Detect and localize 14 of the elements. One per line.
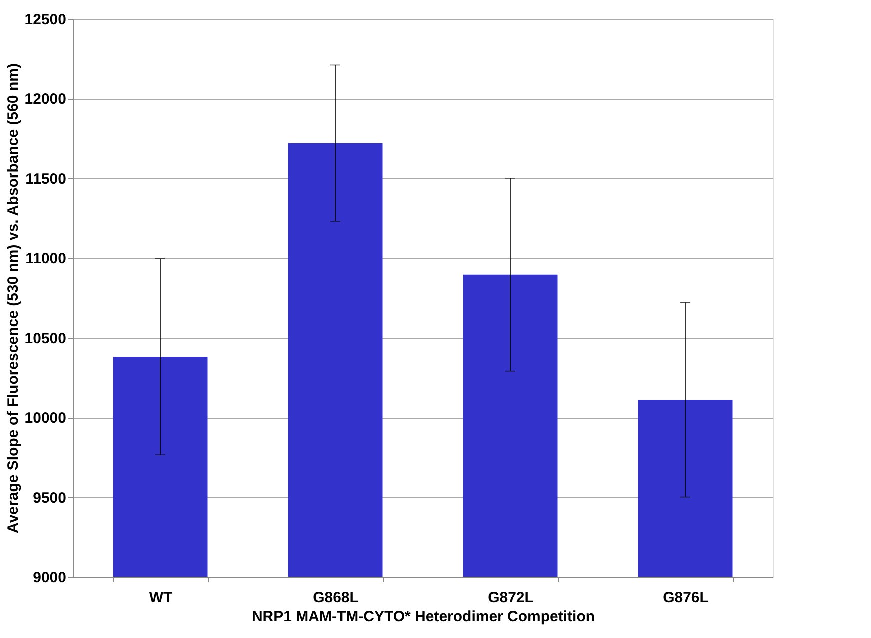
y-tick-label: 11500 [26, 170, 66, 188]
x-tick-label: G868L [313, 590, 359, 606]
y-tick-label: 10500 [24, 330, 66, 348]
x-tick-label: G876L [663, 590, 709, 606]
x-axis-title: NRP1 MAM-TM-CYTO* Heterodimer Competition [252, 608, 596, 626]
y-axis-title: Average Slope of Fluorescence (530 nm) vs. Absorbance (560 nm) [4, 64, 22, 534]
y-tick-label: 9500 [33, 490, 66, 507]
y-tick-label: 10000 [24, 410, 66, 428]
y-tick-label: 9000 [33, 570, 66, 586]
y-tick-label: 11000 [26, 250, 66, 268]
x-tick-label: WT [149, 590, 173, 606]
y-tick-label: 12000 [24, 91, 66, 108]
x-tick-label: G872L [488, 590, 534, 606]
y-tick-label: 12500 [24, 12, 66, 28]
